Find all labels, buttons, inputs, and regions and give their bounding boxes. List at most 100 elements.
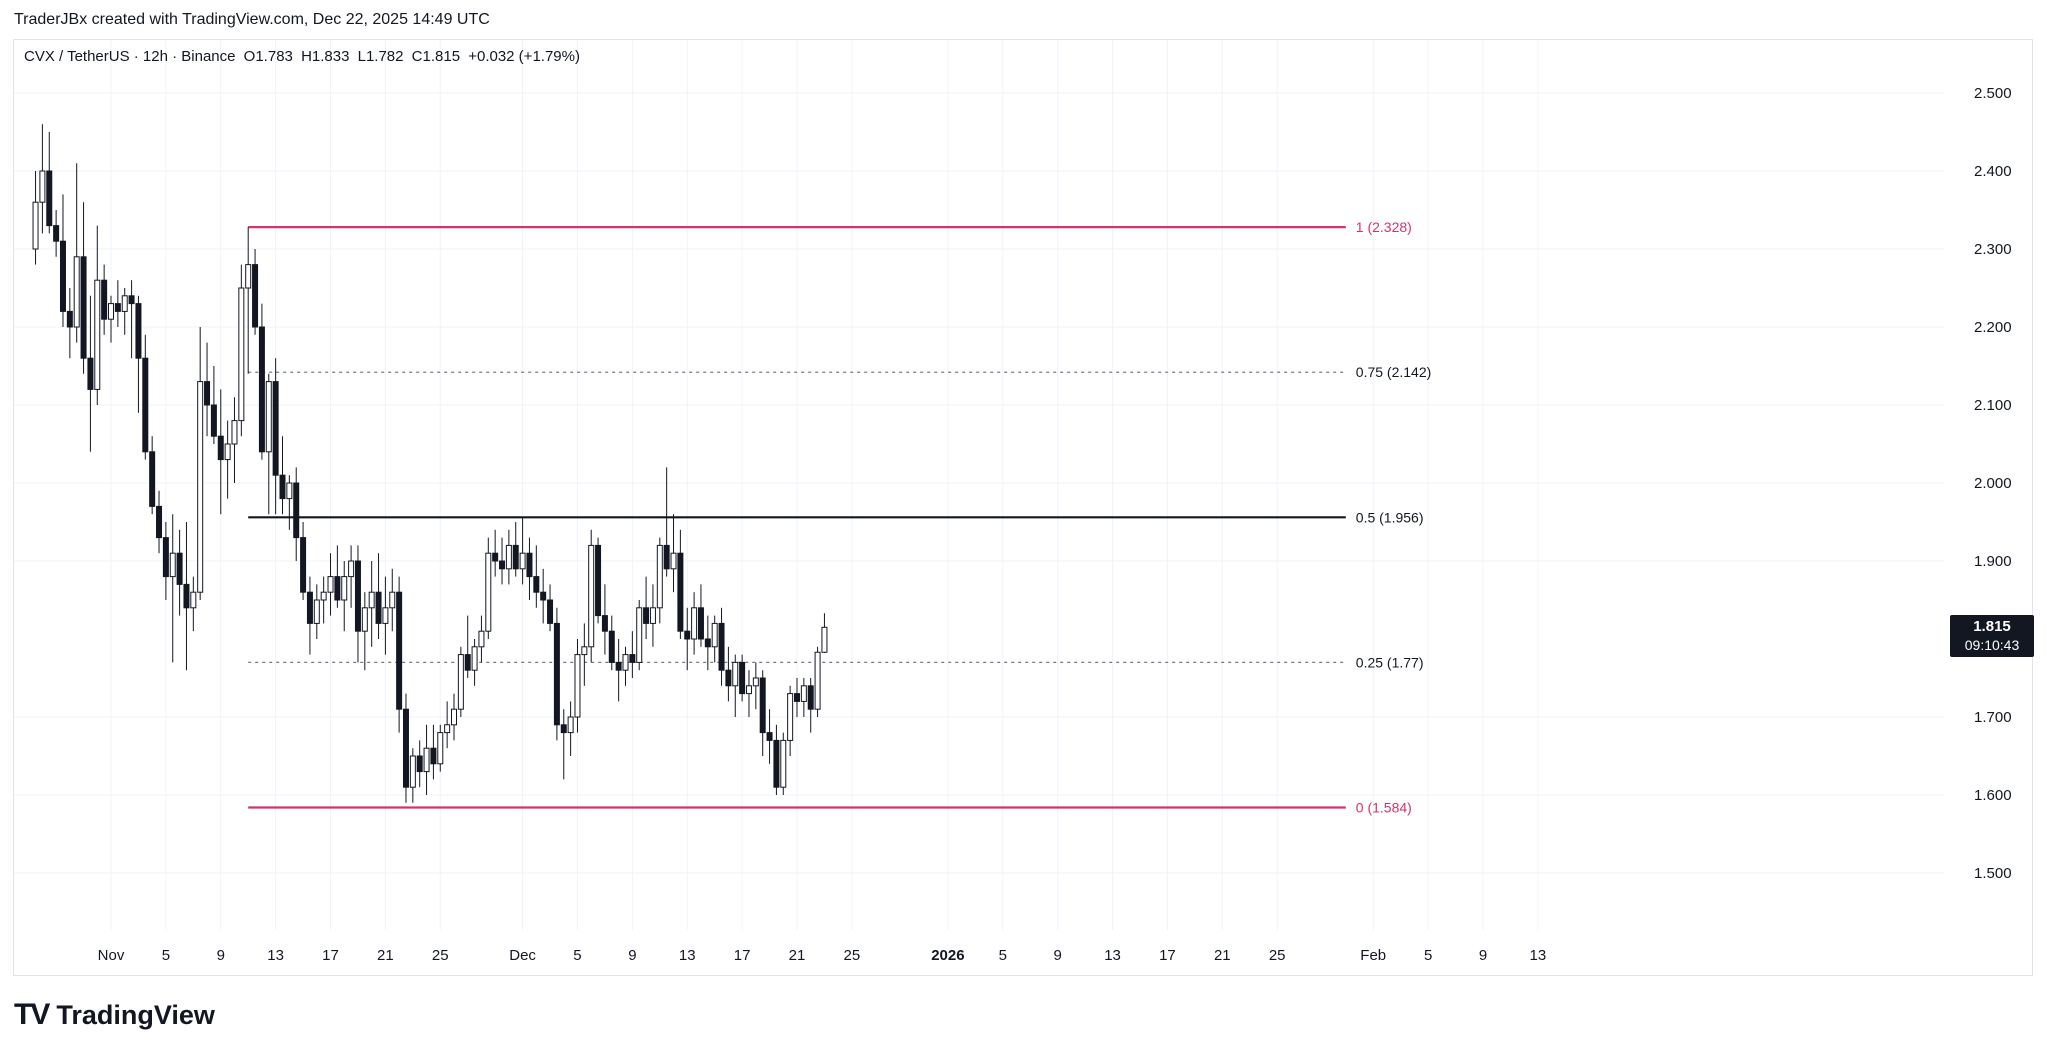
- candle-body-down: [135, 303, 142, 359]
- candle-body-down: [560, 724, 567, 734]
- candle-body-down: [759, 677, 766, 734]
- tradingview-wordmark: TradingView: [56, 999, 215, 1030]
- candle-body-down: [101, 279, 108, 320]
- candle-body-down: [396, 591, 403, 710]
- price-axis[interactable]: 2.500 2.400 2.300 2.200 2.100 2.000 1.900 1.700…: [1974, 85, 2012, 882]
- candle-body-up: [327, 576, 334, 593]
- fibonacci-retracement[interactable]: 1 (2.328) 0.75 (2.142) 0.5 (1.956) 0.25 (1.…: [248, 219, 1431, 815]
- candle-body-down: [80, 256, 87, 359]
- candle-body-up: [732, 661, 739, 687]
- x-tick-label: 9: [1479, 947, 1487, 964]
- candle-body-up: [780, 739, 787, 788]
- x-tick-label: Nov: [98, 947, 125, 964]
- candle-body-up: [821, 626, 828, 653]
- fib-level-label: 0 (1.584): [1356, 799, 1412, 815]
- chart-plot[interactable]: 1 (2.328) 0.75 (2.142) 0.5 (1.956) 0.25 (1.…: [14, 40, 2032, 975]
- candle-body-up: [368, 591, 375, 609]
- candle-body-up: [622, 654, 629, 671]
- candle-body-up: [670, 552, 677, 570]
- candle-body-up: [636, 607, 643, 663]
- symbol-info: CVX / TetherUS · 12h · Binance: [24, 48, 236, 65]
- candle-body-down: [156, 505, 163, 539]
- y-tick-label: 1.600: [1974, 787, 2012, 804]
- candle-body-up: [73, 256, 80, 328]
- candle-body-down: [615, 661, 622, 671]
- candle-body-up: [752, 677, 759, 687]
- candle-body-down: [464, 654, 471, 671]
- x-tick-label: 5: [573, 947, 581, 964]
- x-tick-label: 17: [1159, 947, 1176, 964]
- candle-body-down: [375, 591, 382, 624]
- x-tick-label: 5: [999, 947, 1007, 964]
- y-tick-label: 2.200: [1974, 319, 2012, 336]
- candle-body-down: [217, 435, 224, 461]
- candle-body-down: [334, 576, 341, 601]
- candle-body-up: [519, 552, 526, 570]
- candle-body-up: [320, 591, 327, 601]
- candle-body-up: [505, 544, 512, 570]
- last-price: 1.815: [1973, 618, 2011, 635]
- candle-body-down: [279, 474, 286, 500]
- candle-body-down: [66, 310, 73, 328]
- x-tick-label: 21: [1214, 947, 1231, 964]
- attribution-text: TraderJBx created with TradingView.com, …: [14, 11, 490, 28]
- candle-body-up: [656, 544, 663, 609]
- x-tick-label: 25: [432, 947, 449, 964]
- candle-body-up: [245, 264, 252, 289]
- candle-body-up: [190, 591, 197, 609]
- candle-body-down: [53, 225, 60, 242]
- x-tick-label: 13: [1530, 947, 1547, 964]
- candle-body-up: [197, 381, 204, 593]
- candle-body-up: [121, 295, 128, 312]
- candle-body-up: [437, 732, 444, 765]
- x-tick-label: 25: [844, 947, 861, 964]
- candle-body-down: [794, 693, 800, 702]
- candle-body-down: [306, 591, 313, 624]
- y-tick-label: 1.700: [1974, 709, 2012, 726]
- x-tick-label: 5: [162, 947, 170, 964]
- candle-body-down: [162, 537, 169, 578]
- change-value: +0.032 (+1.79%): [468, 48, 580, 65]
- candle-body-up: [478, 630, 485, 648]
- candlestick-series: [32, 124, 828, 803]
- candle-body-up: [94, 279, 101, 390]
- last-price-badge: 1.815 09:10:43: [1950, 615, 2034, 657]
- candle-body-up: [409, 755, 416, 788]
- bar-countdown: 09:10:43: [1964, 637, 2020, 653]
- x-tick-label: Dec: [509, 947, 536, 964]
- candle-body-up: [389, 591, 396, 609]
- candle-body-down: [128, 295, 135, 305]
- candle-body-up: [814, 651, 821, 710]
- chart-area[interactable]: 1 (2.328) 0.75 (2.142) 0.5 (1.956) 0.25 (1.…: [13, 39, 2033, 976]
- x-tick-label: 25: [1269, 947, 1286, 964]
- candle-body-up: [745, 685, 752, 695]
- candle-body-down: [807, 685, 814, 710]
- candle-body-up: [341, 576, 348, 601]
- candle-body-down: [739, 661, 746, 695]
- candle-body-up: [444, 724, 451, 734]
- candle-body-down: [766, 732, 773, 741]
- candle-body-down: [512, 544, 519, 570]
- time-axis[interactable]: Nov 5 9 13 17 21 25 Dec 5 9 13 17 21 25 2026 5 9 13 17 21 25…: [98, 947, 1547, 964]
- candle-body-up: [313, 599, 320, 624]
- candle-body-up: [361, 607, 368, 632]
- fib-level-label: 0.75 (2.142): [1356, 364, 1432, 380]
- x-tick-label: 9: [217, 947, 225, 964]
- candle-body-down: [402, 708, 409, 788]
- candle-body-down: [46, 170, 53, 227]
- candle-body-up: [286, 482, 293, 500]
- candle-body-down: [601, 615, 608, 632]
- fib-level-label: 1 (2.328): [1356, 219, 1412, 235]
- candle-body-down: [87, 357, 94, 390]
- candle-body-up: [108, 303, 114, 320]
- x-tick-label: 17: [322, 947, 339, 964]
- open-value: O1.783: [243, 48, 293, 65]
- candle-body-down: [258, 326, 265, 453]
- candle-body-down: [725, 669, 732, 687]
- candle-body-down: [252, 264, 259, 328]
- candle-body-up: [231, 420, 238, 445]
- tradingview-mark-icon: TV: [14, 998, 50, 1031]
- candle-body-down: [643, 607, 650, 624]
- y-tick-label: 2.100: [1974, 397, 2012, 414]
- candle-body-down: [533, 576, 540, 593]
